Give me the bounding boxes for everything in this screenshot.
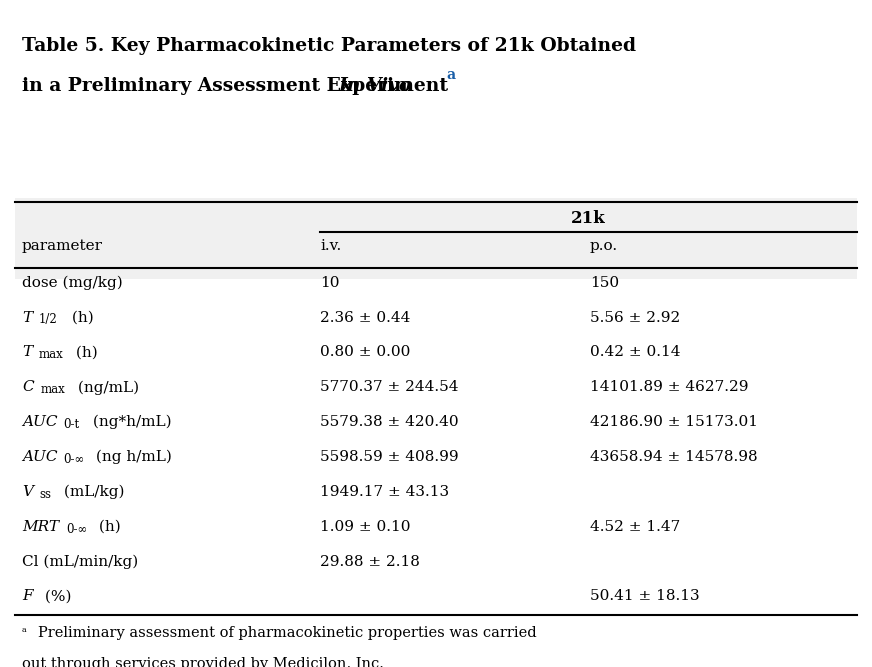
Text: 43658.94 ± 14578.98: 43658.94 ± 14578.98 — [590, 450, 758, 464]
Text: a: a — [446, 68, 455, 82]
Text: In Vivo: In Vivo — [338, 77, 412, 95]
Text: 29.88 ± 2.18: 29.88 ± 2.18 — [320, 554, 420, 568]
Text: in a Preliminary Assessment Experiment: in a Preliminary Assessment Experiment — [22, 77, 454, 95]
Text: ᵃ: ᵃ — [22, 626, 27, 639]
Text: out through services provided by Medicilon, Inc.: out through services provided by Medicil… — [22, 657, 384, 667]
Text: F: F — [22, 590, 32, 604]
Text: (ng/mL): (ng/mL) — [73, 380, 140, 395]
Text: 0-∞: 0-∞ — [63, 453, 85, 466]
Text: 2.36 ± 0.44: 2.36 ± 0.44 — [320, 311, 411, 325]
Text: 21k: 21k — [571, 210, 606, 227]
Text: (h): (h) — [71, 346, 98, 360]
Text: Cl (mL/min/kg): Cl (mL/min/kg) — [22, 554, 139, 569]
Text: (ng h/mL): (ng h/mL) — [91, 450, 172, 464]
Text: 42186.90 ± 15173.01: 42186.90 ± 15173.01 — [590, 415, 758, 429]
Text: (mL/kg): (mL/kg) — [59, 485, 125, 499]
Bar — [15, 234, 857, 269]
Text: max: max — [41, 383, 65, 396]
Text: Preliminary assessment of pharmacokinetic properties was carried: Preliminary assessment of pharmacokineti… — [38, 626, 536, 640]
Bar — [15, 203, 857, 234]
Text: 10: 10 — [320, 275, 339, 289]
Text: 14101.89 ± 4627.29: 14101.89 ± 4627.29 — [590, 380, 748, 394]
Text: AUC: AUC — [22, 450, 58, 464]
Text: (h): (h) — [67, 311, 94, 325]
Text: 0.80 ± 0.00: 0.80 ± 0.00 — [320, 346, 411, 360]
Text: 150: 150 — [590, 275, 619, 289]
Text: i.v.: i.v. — [320, 239, 341, 253]
Text: 4.52 ± 1.47: 4.52 ± 1.47 — [590, 520, 680, 534]
Text: MRT: MRT — [22, 520, 59, 534]
Text: T: T — [22, 346, 32, 360]
Bar — [15, 197, 857, 279]
Text: (%): (%) — [40, 590, 72, 604]
Text: C: C — [22, 380, 34, 394]
Text: (ng*h/mL): (ng*h/mL) — [88, 415, 172, 430]
Text: (h): (h) — [94, 520, 120, 534]
Text: ss: ss — [39, 488, 51, 501]
Text: 5.56 ± 2.92: 5.56 ± 2.92 — [590, 311, 680, 325]
Text: max: max — [39, 348, 64, 362]
Text: dose (mg/kg): dose (mg/kg) — [22, 275, 123, 290]
Text: 5598.59 ± 408.99: 5598.59 ± 408.99 — [320, 450, 459, 464]
Text: 50.41 ± 18.13: 50.41 ± 18.13 — [590, 590, 699, 604]
Text: parameter: parameter — [22, 239, 103, 253]
Text: 5579.38 ± 420.40: 5579.38 ± 420.40 — [320, 415, 459, 429]
Text: 5770.37 ± 244.54: 5770.37 ± 244.54 — [320, 380, 459, 394]
Text: T: T — [22, 311, 32, 325]
Text: AUC: AUC — [22, 415, 58, 429]
Text: V: V — [22, 485, 33, 499]
Text: 0-∞: 0-∞ — [66, 522, 87, 536]
Text: p.o.: p.o. — [590, 239, 618, 253]
Text: 0-t: 0-t — [63, 418, 79, 431]
Text: 1949.17 ± 43.13: 1949.17 ± 43.13 — [320, 485, 449, 499]
Text: Table 5. Key Pharmacokinetic Parameters of 21k Obtained: Table 5. Key Pharmacokinetic Parameters … — [22, 37, 637, 55]
Text: 0.42 ± 0.14: 0.42 ± 0.14 — [590, 346, 680, 360]
Text: 1/2: 1/2 — [39, 313, 58, 326]
Text: 1.09 ± 0.10: 1.09 ± 0.10 — [320, 520, 411, 534]
